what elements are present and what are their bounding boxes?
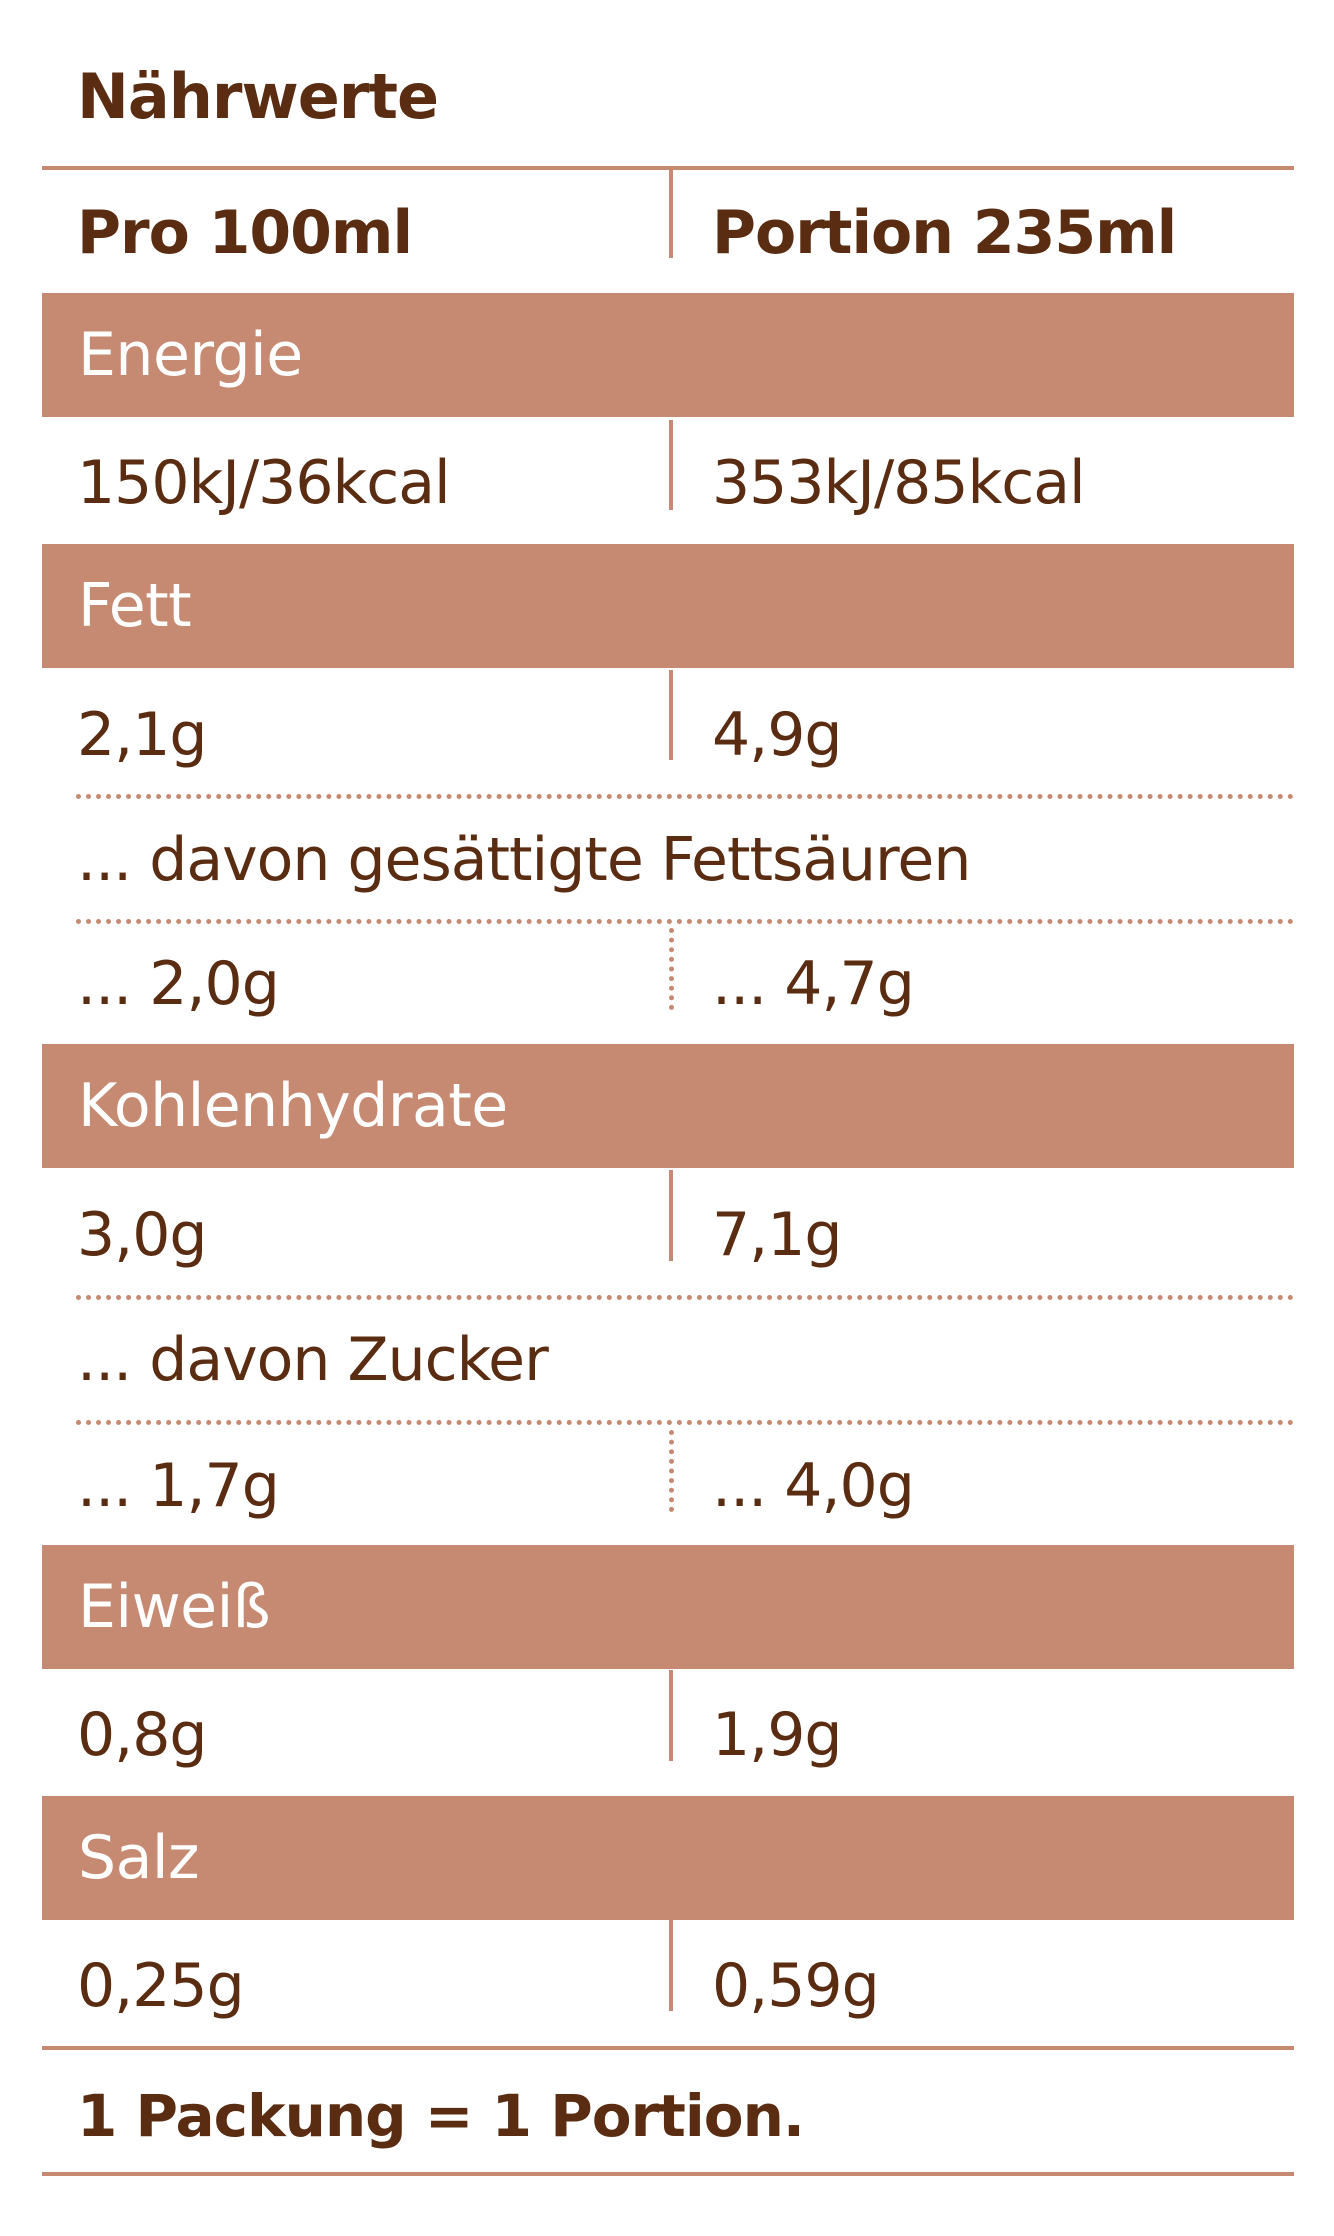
section-label-eiweiss: Eiweiß	[78, 1572, 271, 1642]
salz-per-100ml: 0,25g	[77, 1951, 245, 2021]
section-label-energie: Energie	[78, 320, 303, 390]
section-fett: Fett	[42, 544, 1294, 668]
column-divider	[669, 670, 673, 760]
dotted-column-divider	[669, 1430, 674, 1512]
top-rule	[42, 166, 1294, 170]
section-label-kohlenhydrate: Kohlenhydrate	[78, 1071, 508, 1141]
kh-sub-per-100ml: ... 1,7g	[77, 1451, 280, 1521]
eiweiss-per-portion: 1,9g	[712, 1700, 843, 1770]
kh-sub-label: ... davon Zucker	[77, 1325, 549, 1395]
salz-per-portion: 0,59g	[712, 1951, 880, 2021]
dotted-rule	[76, 794, 1294, 799]
kh-sub-per-portion: ... 4,0g	[712, 1451, 915, 1521]
energie-per-portion: 353kJ/85kcal	[712, 448, 1086, 518]
dotted-rule	[76, 1295, 1294, 1300]
section-energie: Energie	[42, 293, 1294, 417]
dotted-rule	[76, 1420, 1294, 1425]
eiweiss-per-100ml: 0,8g	[77, 1700, 208, 1770]
section-label-fett: Fett	[78, 571, 192, 641]
header-per-100ml: Pro 100ml	[77, 198, 413, 268]
table-title: Nährwerte	[77, 60, 439, 133]
section-salz: Salz	[42, 1796, 1294, 1920]
column-divider	[669, 1170, 673, 1261]
dotted-column-divider	[669, 928, 674, 1010]
kohlenhydrate-per-100ml: 3,0g	[77, 1200, 208, 1270]
header-per-portion: Portion 235ml	[712, 198, 1177, 268]
fett-per-100ml: 2,1g	[77, 700, 208, 770]
kohlenhydrate-per-portion: 7,1g	[712, 1200, 843, 1270]
column-divider	[669, 1670, 673, 1761]
bottom-rule	[42, 2046, 1294, 2050]
section-kohlenhydrate: Kohlenhydrate	[42, 1044, 1294, 1168]
column-divider	[669, 420, 673, 510]
fett-sub-label: ... davon gesättigte Fettsäuren	[77, 825, 971, 895]
serving-note: 1 Packung = 1 Portion.	[77, 2082, 805, 2150]
fett-sub-per-portion: ... 4,7g	[712, 949, 915, 1019]
fett-sub-per-100ml: ... 2,0g	[77, 949, 280, 1019]
column-divider	[669, 170, 673, 258]
section-label-salz: Salz	[78, 1823, 200, 1893]
column-divider	[669, 1920, 673, 2011]
energie-per-100ml: 150kJ/36kcal	[77, 448, 451, 518]
fett-per-portion: 4,9g	[712, 700, 843, 770]
footer-rule	[42, 2172, 1294, 2176]
dotted-rule	[76, 919, 1294, 924]
section-eiweiss: Eiweiß	[42, 1545, 1294, 1669]
